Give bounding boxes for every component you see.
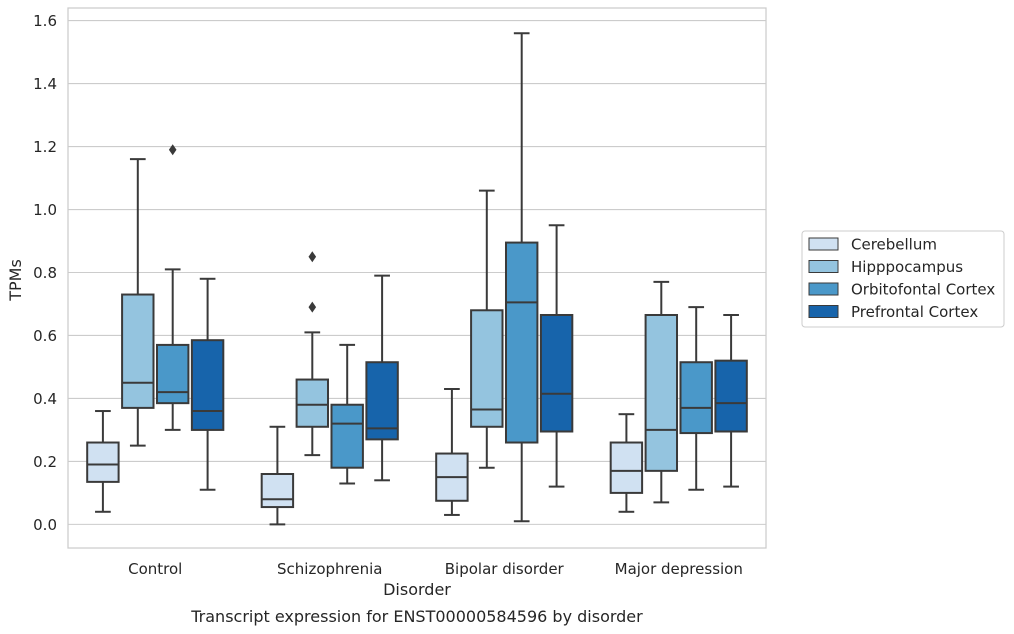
box-body bbox=[644, 313, 679, 472]
box-body bbox=[504, 241, 539, 444]
box-body bbox=[470, 309, 504, 428]
box-prefrontal-cortex bbox=[539, 224, 574, 488]
y-tick-label: 0.6 bbox=[33, 327, 57, 345]
box-orbitofontal-cortex bbox=[679, 306, 713, 491]
box-body bbox=[295, 378, 330, 428]
box-body bbox=[365, 361, 399, 441]
box-orbitofontal-cortex bbox=[330, 343, 364, 485]
outlier-point bbox=[168, 144, 177, 156]
legend-label: Orbitofontal Cortex bbox=[851, 281, 995, 299]
box-body bbox=[679, 361, 713, 435]
box-body bbox=[121, 293, 155, 409]
legend-label: Cerebellum bbox=[851, 236, 937, 254]
legend-label: Prefrontal Cortex bbox=[851, 303, 978, 321]
y-tick-label: 1.0 bbox=[33, 201, 57, 219]
legend: Cerebellum Hipppocampus Orbitofontal Corte… bbox=[801, 230, 1005, 328]
box-cerebellum bbox=[435, 387, 469, 516]
x-tick-label: Schizophrenia bbox=[277, 560, 382, 578]
box-plot-marks bbox=[86, 32, 748, 526]
x-tick-label: Bipolar disorder bbox=[445, 560, 565, 578]
box-cerebellum bbox=[86, 410, 120, 513]
y-tick-label: 0.4 bbox=[33, 390, 57, 408]
outlier-point bbox=[308, 301, 317, 313]
legend-label: Hipppocampus bbox=[851, 258, 963, 276]
legend-swatch bbox=[808, 282, 839, 296]
box-body bbox=[260, 473, 295, 509]
legend-frame bbox=[801, 230, 1005, 328]
box-body bbox=[155, 343, 190, 405]
legend-swatch bbox=[808, 237, 839, 251]
box-hipppocampus bbox=[295, 251, 330, 457]
box-body bbox=[86, 441, 120, 483]
legend-swatch bbox=[808, 305, 839, 318]
chart-caption: Transcript expression for ENST0000058459… bbox=[190, 607, 643, 626]
box-orbitofontal-cortex bbox=[504, 32, 539, 523]
x-axis-label: Disorder bbox=[383, 580, 451, 599]
y-tick-label: 1.6 bbox=[33, 12, 57, 30]
y-tick-label: 0.0 bbox=[33, 516, 57, 534]
box-prefrontal-cortex bbox=[714, 313, 748, 488]
box-cerebellum bbox=[260, 425, 295, 526]
box-cerebellum bbox=[609, 413, 644, 513]
plot-frame bbox=[67, 7, 767, 549]
box-body bbox=[190, 339, 225, 431]
box-prefrontal-cortex bbox=[190, 277, 225, 491]
box-body bbox=[609, 441, 644, 494]
y-tick-label: 0.2 bbox=[33, 453, 57, 471]
y-tick-label: 1.2 bbox=[33, 138, 57, 156]
x-tick-label: Control bbox=[128, 560, 182, 578]
legend-swatch bbox=[808, 260, 839, 273]
box-body bbox=[330, 403, 364, 469]
x-axis: Control Schizophrenia Bipolar disorder Majo… bbox=[128, 560, 743, 578]
x-tick-label: Major depression bbox=[615, 560, 743, 578]
box-orbitofontal-cortex bbox=[155, 144, 190, 431]
y-tick-label: 0.8 bbox=[33, 264, 57, 282]
y-axis-label: TPMs bbox=[6, 259, 25, 302]
box-hipppocampus bbox=[470, 189, 504, 469]
box-body bbox=[714, 359, 748, 433]
box-hipppocampus bbox=[121, 158, 155, 447]
outlier-point bbox=[308, 251, 317, 263]
box-body bbox=[539, 313, 574, 433]
box-prefrontal-cortex bbox=[365, 274, 399, 482]
y-tick-label: 1.4 bbox=[33, 75, 57, 93]
box-hipppocampus bbox=[644, 280, 679, 504]
y-axis: 0.0 0.2 0.4 0.6 0.8 1.0 1.2 1.4 1.6 bbox=[33, 12, 57, 534]
